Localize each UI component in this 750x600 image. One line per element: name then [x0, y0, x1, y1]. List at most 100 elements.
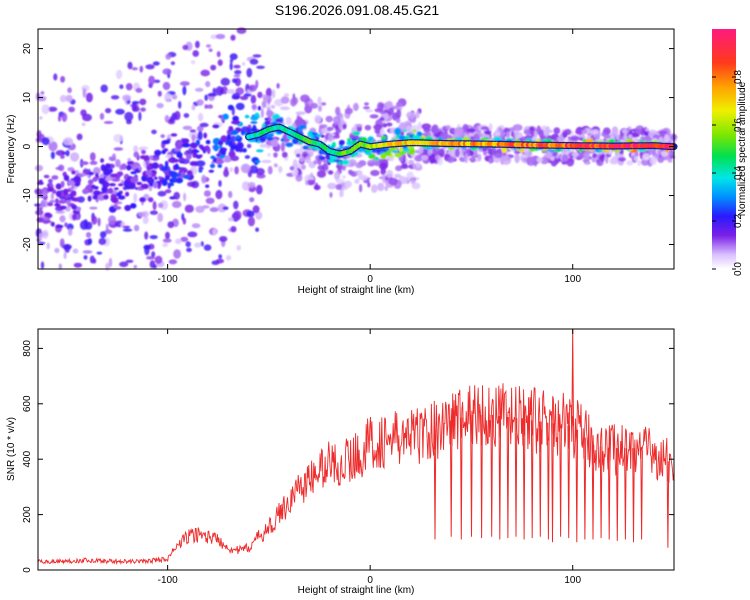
- heatmap-cell: [575, 129, 583, 135]
- heatmap-cell: [50, 192, 55, 200]
- heatmap-cell: [189, 161, 198, 167]
- heatmap-cell: [154, 176, 158, 180]
- heatmap-cell: [374, 108, 384, 113]
- heatmap-cell: [379, 117, 385, 121]
- heatmap-cell: [142, 216, 149, 225]
- heatmap-cell: [357, 170, 363, 177]
- heatmap-cell: [395, 101, 402, 108]
- heatmap-cell: [82, 188, 89, 195]
- heatmap-cell: [642, 153, 650, 161]
- heatmap-cell: [378, 162, 388, 170]
- heatmap-cell: [220, 77, 230, 86]
- heatmap-cell: [165, 53, 172, 60]
- heatmap-cell: [210, 64, 217, 71]
- heatmap-cell: [62, 244, 72, 250]
- heatmap-cell: [134, 168, 140, 173]
- heatmap-cell: [365, 109, 373, 113]
- heatmap-cell: [266, 109, 274, 117]
- heatmap-cell: [257, 105, 262, 111]
- heatmap-cell: [424, 131, 432, 137]
- heatmap-cell: [265, 87, 272, 98]
- heatmap-cell: [394, 173, 402, 179]
- heatmap-cell: [127, 158, 132, 162]
- heatmap-cell: [89, 152, 96, 162]
- heatmap-cell: [64, 222, 68, 228]
- heatmap-cell: [131, 101, 140, 105]
- heatmap-cell: [176, 152, 183, 159]
- heatmap-cell: [143, 244, 151, 250]
- heatmap-cell: [221, 151, 226, 156]
- heatmap-cell: [514, 153, 520, 164]
- heatmap-cell: [622, 128, 629, 135]
- heatmap-cell: [124, 111, 134, 122]
- heatmap-cell: [244, 114, 250, 119]
- snr-spike: [583, 437, 587, 540]
- heatmap-cell: [367, 181, 371, 188]
- heatmap-cell: [153, 157, 159, 161]
- heatmap-cell: [266, 136, 274, 141]
- heatmap-cell: [122, 94, 132, 102]
- heatmap-cell: [531, 129, 535, 138]
- heatmap-cell: [611, 126, 619, 136]
- heatmap-cell: [306, 179, 316, 186]
- heatmap-cell: [380, 135, 387, 140]
- heatmap-cell: [328, 133, 333, 143]
- heatmap-cell: [454, 148, 460, 158]
- heatmap-cell: [215, 33, 226, 40]
- heatmap-cell: [583, 152, 588, 161]
- heatmap-cell: [145, 170, 153, 176]
- heatmap-cell: [248, 84, 257, 92]
- heatmap-cell: [353, 151, 359, 156]
- heatmap-cell: [115, 159, 121, 168]
- heatmap-cell: [125, 259, 134, 263]
- heatmap-cell: [228, 126, 234, 132]
- heatmap-cell: [339, 145, 344, 150]
- heatmap-cell: [170, 133, 178, 137]
- heatmap-cell: [278, 166, 283, 173]
- heatmap-cell: [70, 152, 80, 162]
- heatmap-cell: [561, 154, 569, 162]
- heatmap-cell: [158, 176, 162, 180]
- heatmap-cell: [233, 200, 239, 210]
- snr-spike: [480, 414, 483, 539]
- heatmap-cell: [292, 159, 298, 169]
- heatmap-cell: [140, 107, 146, 112]
- heatmap-cell: [214, 159, 224, 165]
- x-tick-label: -100: [158, 575, 178, 586]
- heatmap-cell: [47, 186, 54, 192]
- heatmap-cell: [404, 120, 412, 125]
- heatmap-cell: [225, 254, 232, 261]
- heatmap-cell: [81, 122, 86, 126]
- heatmap-cell: [149, 210, 158, 215]
- heatmap-cell: [178, 101, 182, 109]
- heatmap-cell: [664, 156, 672, 161]
- chart-title: S196.2026.091.08.45.G21: [275, 2, 439, 18]
- heatmap-cell: [359, 174, 368, 181]
- heatmap-ridge: [245, 123, 678, 158]
- heatmap-cell: [487, 147, 497, 156]
- heatmap-cell: [157, 212, 164, 223]
- heatmap-cell: [108, 257, 113, 268]
- heatmap-cell: [383, 112, 389, 120]
- snr-spike: [616, 448, 619, 541]
- heatmap-cell: [618, 157, 626, 162]
- heatmap-cell: [126, 164, 132, 171]
- heatmap-cell: [273, 152, 278, 158]
- heatmap-cell: [55, 210, 66, 214]
- heatmap-cell: [383, 148, 387, 153]
- heatmap-cell: [368, 153, 376, 159]
- heatmap-cell: [217, 59, 223, 66]
- heatmap-cell: [55, 224, 64, 229]
- colorbar-ticks: 0.0 0.2 0.4 0.6 0.8: [712, 70, 744, 276]
- x-tick-label: 100: [564, 274, 581, 285]
- snr-spike: [567, 425, 570, 539]
- heatmap-cell: [327, 170, 334, 175]
- heatmap-cell: [564, 128, 572, 136]
- heatmap-cell: [333, 115, 341, 125]
- heatmap-cell: [50, 151, 56, 160]
- heatmap-cell: [215, 86, 224, 96]
- heatmap-cell: [410, 177, 415, 185]
- heatmap-cell: [232, 92, 241, 100]
- heatmap-cell: [403, 129, 408, 133]
- heatmap-cell: [140, 183, 149, 189]
